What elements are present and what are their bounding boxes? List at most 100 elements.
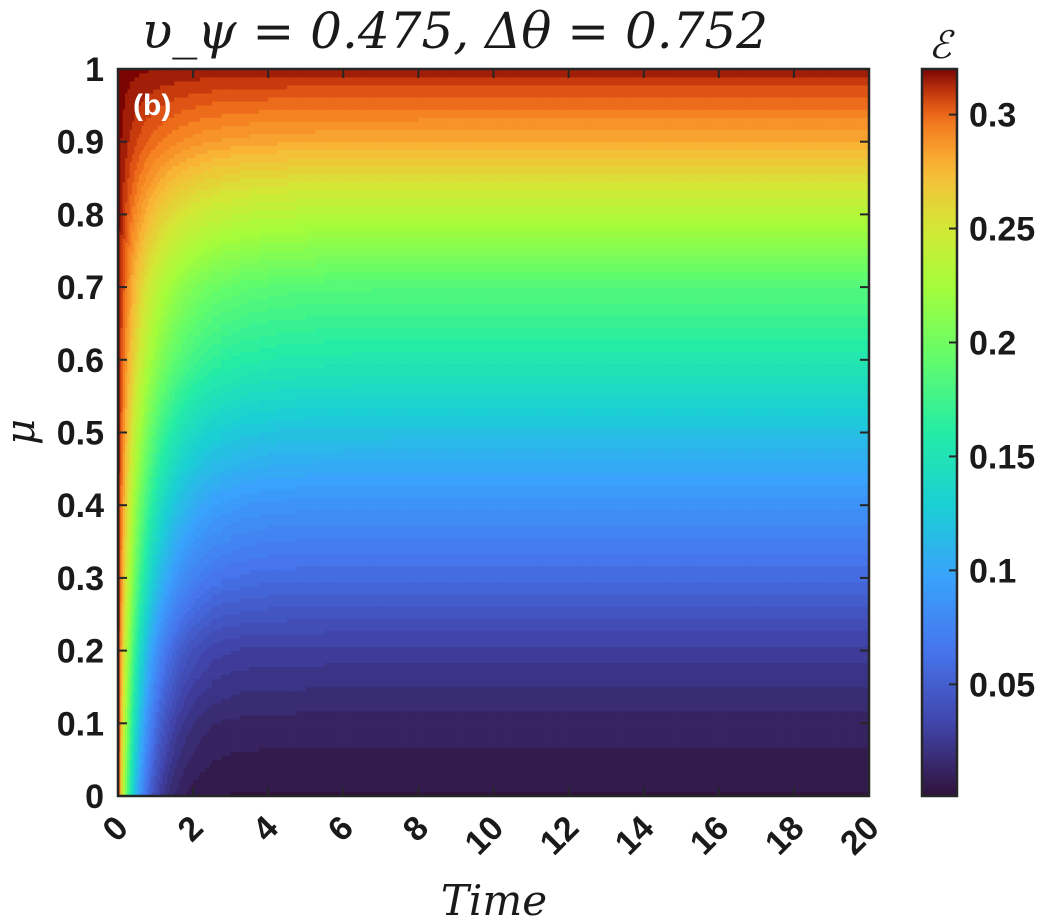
heatmap-cell — [118, 193, 121, 199]
heatmap-cell — [153, 306, 157, 312]
heatmap-cell — [120, 557, 124, 563]
heatmap-cell — [153, 662, 157, 668]
heatmap-cell — [162, 662, 166, 668]
heatmap-cell — [122, 210, 126, 215]
heatmap-cell — [157, 367, 161, 373]
heatmap-cell — [134, 206, 138, 211]
heatmap-cell — [148, 383, 152, 389]
heatmap-cell — [174, 678, 178, 684]
heatmap-cell — [160, 420, 164, 425]
heatmap-cell — [164, 226, 168, 231]
heatmap-cell — [125, 428, 128, 433]
heatmap-cell — [143, 698, 147, 704]
heatmap-cell — [174, 403, 178, 409]
heatmap-cell — [146, 504, 150, 510]
heatmap-cell — [167, 351, 171, 357]
heatmap-cell — [134, 492, 138, 498]
heatmap-cell — [139, 480, 143, 486]
heatmap-cell — [162, 573, 166, 579]
heatmap-cell — [181, 319, 185, 324]
heatmap-cell — [132, 331, 136, 336]
heatmap-cell — [120, 488, 124, 494]
heatmap-cell — [136, 403, 140, 409]
heatmap-cell — [134, 278, 138, 284]
heatmap-cell — [174, 181, 178, 187]
heatmap-cell — [146, 654, 150, 659]
heatmap-cell — [167, 290, 171, 296]
heatmap-cell — [134, 218, 138, 223]
heatmap-cell — [176, 654, 180, 659]
heatmap-cell — [176, 230, 180, 235]
heatmap-cell — [167, 121, 171, 126]
heatmap-cell — [155, 613, 159, 619]
heatmap-cell — [169, 343, 173, 348]
heatmap-cell — [169, 678, 173, 684]
heatmap-cell — [167, 718, 171, 724]
heatmap-cell — [164, 69, 168, 74]
heatmap-cell — [153, 702, 157, 708]
heatmap-cell — [181, 468, 185, 474]
heatmap-cell — [162, 327, 166, 332]
heatmap-cell — [162, 399, 166, 405]
heatmap-cell — [146, 476, 150, 482]
heatmap-cell — [155, 379, 159, 385]
heatmap-cell — [181, 371, 185, 377]
heatmap-cell — [125, 323, 128, 328]
heatmap-cell — [164, 206, 168, 211]
heatmap-cell — [132, 767, 136, 773]
heatmap-cell — [167, 480, 171, 486]
heatmap-cell — [176, 597, 180, 603]
heatmap-cell — [139, 448, 143, 453]
heatmap-cell — [176, 496, 180, 502]
heatmap-cell — [143, 294, 147, 300]
heatmap-cell — [136, 206, 140, 211]
heatmap-cell — [132, 399, 136, 405]
heatmap-cell — [134, 694, 138, 700]
heatmap-cell — [160, 258, 164, 264]
heatmap-cell — [153, 763, 157, 769]
heatmap-cell — [155, 589, 159, 595]
heatmap-cell — [139, 747, 143, 752]
heatmap-cell — [160, 351, 164, 357]
heatmap-cell — [171, 371, 175, 377]
heatmap-cell — [129, 189, 133, 195]
heatmap-cell — [148, 476, 152, 482]
heatmap-cell — [153, 185, 157, 191]
heatmap-cell — [122, 294, 126, 300]
heatmap-cell — [160, 347, 164, 353]
heatmap-cell — [150, 533, 154, 538]
heatmap-cell — [146, 105, 150, 110]
heatmap-cell — [171, 682, 175, 688]
heatmap-cell — [146, 327, 150, 332]
heatmap-cell — [167, 537, 171, 542]
heatmap-cell — [169, 739, 173, 744]
heatmap-cell — [171, 521, 175, 526]
heatmap-cell — [148, 565, 152, 571]
heatmap-cell — [176, 484, 180, 490]
heatmap-cell — [179, 371, 182, 377]
heatmap-cell — [157, 141, 161, 147]
heatmap-cell — [179, 686, 182, 692]
heatmap-cell — [153, 173, 157, 179]
heatmap-cell — [129, 694, 133, 700]
heatmap-cell — [155, 262, 159, 268]
heatmap-cell — [164, 125, 168, 130]
heatmap-cell — [150, 359, 154, 365]
heatmap-cell — [160, 395, 164, 401]
heatmap-cell — [174, 197, 178, 203]
heatmap-cell — [120, 101, 124, 106]
heatmap-cell — [167, 545, 171, 550]
heatmap-cell — [148, 315, 152, 320]
heatmap-cell — [146, 379, 150, 385]
heatmap-cell — [125, 727, 128, 732]
heatmap-cell — [169, 464, 173, 470]
heatmap-cell — [141, 464, 145, 470]
heatmap-cell — [127, 771, 131, 777]
heatmap-cell — [127, 585, 131, 591]
heatmap-cell — [169, 246, 173, 252]
heatmap-cell — [171, 161, 175, 167]
heatmap-cell — [171, 262, 175, 268]
heatmap-cell — [146, 488, 150, 494]
heatmap-cell — [141, 779, 145, 785]
heatmap-cell — [150, 375, 154, 381]
